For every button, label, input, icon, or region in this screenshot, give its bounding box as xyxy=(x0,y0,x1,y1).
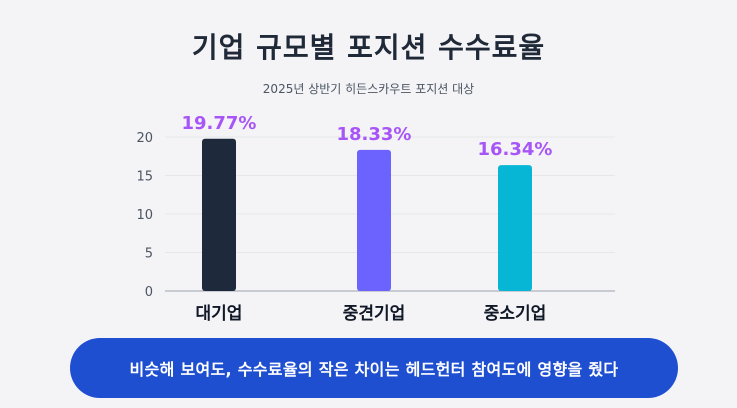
data-label: 19.77% xyxy=(182,113,257,134)
summary-banner-text: 비슷해 보여도, 수수료율의 작은 차이는 헤드헌터 참여도에 영향을 줬다 xyxy=(129,360,619,379)
x-tick-label: 중소기업 xyxy=(484,304,547,324)
summary-banner: 비슷해 보여도, 수수료율의 작은 차이는 헤드헌터 참여도에 영향을 줬다 xyxy=(70,338,678,398)
y-tick-label: 10 xyxy=(136,208,153,223)
x-tick-label: 중견기업 xyxy=(343,304,406,324)
y-tick-label: 0 xyxy=(145,285,153,300)
bar xyxy=(498,165,532,291)
y-tick-label: 5 xyxy=(145,247,153,262)
bar xyxy=(357,149,391,291)
data-label: 16.34% xyxy=(478,139,553,160)
bar xyxy=(202,138,236,291)
chart-subtitle: 2025년 상반기 히든스카우트 포지션 대상 xyxy=(262,82,475,96)
y-tick-label: 20 xyxy=(136,131,153,146)
data-label: 18.33% xyxy=(337,124,412,145)
chart-title: 기업 규모별 포지션 수수료율 xyxy=(191,31,546,64)
x-tick-label: 대기업 xyxy=(196,304,243,324)
y-tick-label: 15 xyxy=(136,170,153,185)
